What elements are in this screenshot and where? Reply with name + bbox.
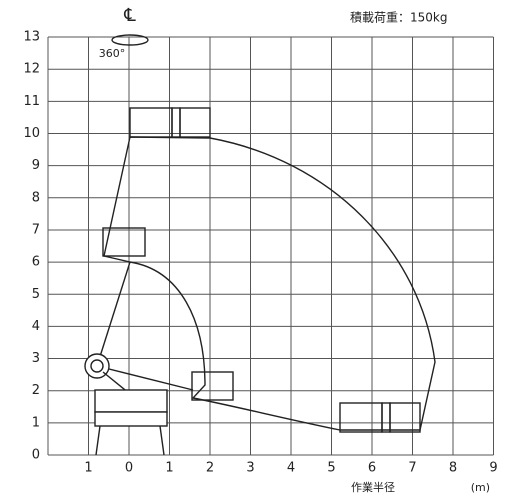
x-axis-title: 作業半径 (351, 480, 395, 494)
platforms (102, 107, 421, 433)
y-tick-label: 1 (32, 415, 40, 430)
y-tick-label: 8 (32, 190, 40, 205)
y-tick-label: 5 (32, 287, 40, 302)
boom (96, 261, 131, 367)
platform (389, 402, 421, 433)
rotation-label: 360° (99, 47, 126, 60)
x-tick-label: 8 (449, 461, 457, 476)
x-tick-label: 2 (206, 461, 214, 476)
platform (339, 402, 383, 433)
y-tick-label: 6 (32, 255, 40, 270)
x-tick-label: 9 (489, 461, 497, 476)
y-tick-label: 10 (23, 126, 40, 141)
platform (171, 107, 181, 138)
load-label: 積載荷重：150kg (350, 10, 447, 25)
x-axis-unit: (m) (471, 481, 490, 494)
outrigger (95, 425, 101, 456)
x-tick-label: 6 (368, 461, 376, 476)
y-tick-label: 11 (23, 94, 40, 109)
platform (381, 402, 391, 433)
platform (102, 227, 146, 257)
machine (84, 261, 194, 456)
platform (191, 371, 234, 401)
y-tick-label: 12 (23, 62, 40, 77)
x-tick-label: 1 (84, 461, 92, 476)
boom (96, 365, 194, 391)
pivot (90, 359, 104, 373)
y-tick-label: 4 (32, 319, 40, 334)
y-tick-label: 2 (32, 383, 40, 398)
centerline: ℄ (123, 5, 136, 26)
working-envelope (103, 136, 436, 431)
y-tick-label: 0 (32, 448, 40, 463)
chassis (94, 411, 168, 427)
rotation-symbol (111, 34, 149, 46)
y-tick-label: 3 (32, 351, 40, 366)
x-tick-label: 3 (246, 461, 254, 476)
x-tick-label: 1 (165, 461, 173, 476)
x-tick-label: 0 (125, 461, 133, 476)
grid (47, 36, 494, 456)
x-tick-label: 4 (287, 461, 295, 476)
x-tick-label: 7 (408, 461, 416, 476)
platform (129, 107, 173, 138)
y-tick-label: 13 (23, 30, 40, 45)
body (94, 389, 168, 413)
y-tick-label: 9 (32, 158, 40, 173)
outrigger (159, 425, 165, 456)
y-tick-label: 7 (32, 222, 40, 237)
x-tick-label: 5 (327, 461, 335, 476)
platform (179, 107, 211, 138)
